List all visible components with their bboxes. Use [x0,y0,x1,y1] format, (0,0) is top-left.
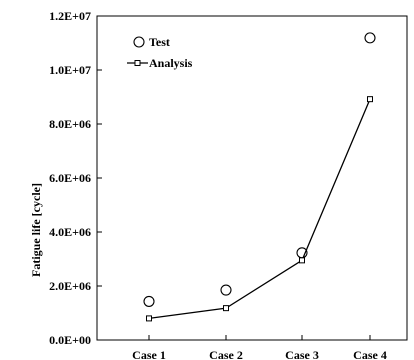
series-analysis [146,96,373,322]
y-tick-label: 1.2E+07 [49,9,91,23]
x-tick-label: Case 3 [285,348,319,360]
y-tick-label: 0.0E+00 [49,333,91,347]
x-axis: Case 1 Case 2 Case 3 Case 4 [132,335,387,360]
legend-label-test: Test [149,35,170,49]
y-tick-label: 6.0E+06 [49,171,91,185]
data-point-test [364,32,376,44]
legend-marker-analysis [134,60,141,66]
series-line-analysis [148,98,371,320]
data-point-analysis [223,305,229,312]
y-axis-title: Fatigue life [cycle] [29,183,43,277]
legend-marker-test [133,36,145,48]
legend-label-analysis: Analysis [149,56,193,70]
y-tick-label: 8.0E+06 [49,117,91,131]
x-tick-label: Case 1 [132,348,166,360]
legend: Test Analysis [127,35,193,70]
data-point-test [143,295,155,307]
y-axis: 0.0E+00 2.0E+06 4.0E+06 6.0E+06 8.0E+06 1.0E+… [49,9,102,347]
y-tick-label: 2.0E+06 [49,279,91,293]
series-layer [143,32,376,322]
data-point-test [220,284,232,296]
data-point-analysis [367,96,373,103]
data-point-analysis [146,315,152,322]
x-tick-label: Case 2 [209,348,243,360]
y-tick-label: 4.0E+06 [49,225,91,239]
y-axis-label: Fatigue life [cycle] [29,183,43,277]
series-test [143,32,376,307]
x-tick-label: Case 4 [353,348,387,360]
data-point-analysis [299,257,305,264]
y-tick-label: 1.0E+07 [49,63,91,77]
